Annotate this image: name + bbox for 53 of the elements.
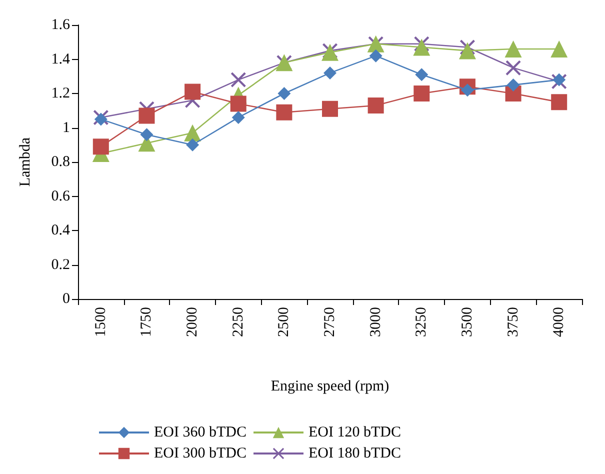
point bbox=[94, 112, 108, 126]
y-tick-label: 0.2 bbox=[51, 256, 70, 273]
y-tick-label: 0.8 bbox=[51, 154, 70, 170]
point bbox=[504, 40, 522, 58]
point bbox=[322, 100, 338, 117]
point bbox=[92, 138, 109, 155]
point bbox=[278, 87, 291, 100]
y-axis-title: Lambda bbox=[18, 137, 34, 187]
y-tick-label: 1 bbox=[62, 120, 70, 136]
point bbox=[552, 73, 566, 86]
legend-label: EOI 300 bTDC bbox=[154, 446, 246, 462]
legend-label: EOI 360 bTDC bbox=[154, 424, 246, 440]
point bbox=[186, 138, 200, 152]
point bbox=[230, 96, 246, 112]
x-tick-label: 3500 bbox=[459, 307, 476, 337]
x-tick-label: 4000 bbox=[551, 307, 568, 337]
point bbox=[230, 72, 246, 88]
point bbox=[506, 60, 521, 76]
point bbox=[140, 128, 154, 142]
point bbox=[458, 42, 476, 60]
x-tick-label: 2250 bbox=[230, 307, 246, 337]
y-tick-label: 1.6 bbox=[51, 17, 70, 33]
point bbox=[414, 86, 430, 102]
y-tick-label: 1.4 bbox=[51, 51, 70, 68]
y-tick-label: 0.6 bbox=[51, 188, 70, 204]
legend-label: EOI 180 bTDC bbox=[308, 446, 401, 462]
point bbox=[415, 68, 428, 82]
legend-label: EOI 120 bTDC bbox=[308, 424, 401, 440]
point bbox=[324, 66, 336, 80]
y-tick-label: 0 bbox=[62, 291, 70, 307]
point bbox=[460, 84, 474, 97]
y-tick-label: 1.2 bbox=[51, 86, 70, 102]
point bbox=[506, 78, 520, 92]
point bbox=[184, 124, 202, 142]
x-tick-label: 2500 bbox=[276, 307, 292, 337]
point bbox=[413, 38, 430, 56]
point bbox=[550, 40, 568, 58]
x-tick-label: 3250 bbox=[414, 307, 430, 337]
x-axis-title: Engine speed (rpm) bbox=[270, 378, 390, 394]
y-tick-label: 0.4 bbox=[51, 222, 70, 238]
point bbox=[551, 94, 568, 110]
point bbox=[368, 97, 384, 114]
x-tick-label: 3000 bbox=[368, 307, 384, 337]
point bbox=[232, 110, 245, 124]
x-tick-label: 1500 bbox=[92, 307, 109, 337]
point bbox=[184, 84, 201, 100]
point bbox=[138, 108, 155, 124]
point bbox=[369, 49, 382, 62]
x-tick-label: 1750 bbox=[138, 307, 155, 337]
x-tick-label: 3750 bbox=[505, 307, 522, 337]
point bbox=[276, 104, 292, 120]
x-tick-label: 2750 bbox=[322, 307, 338, 337]
x-tick-label: 2000 bbox=[184, 307, 201, 337]
